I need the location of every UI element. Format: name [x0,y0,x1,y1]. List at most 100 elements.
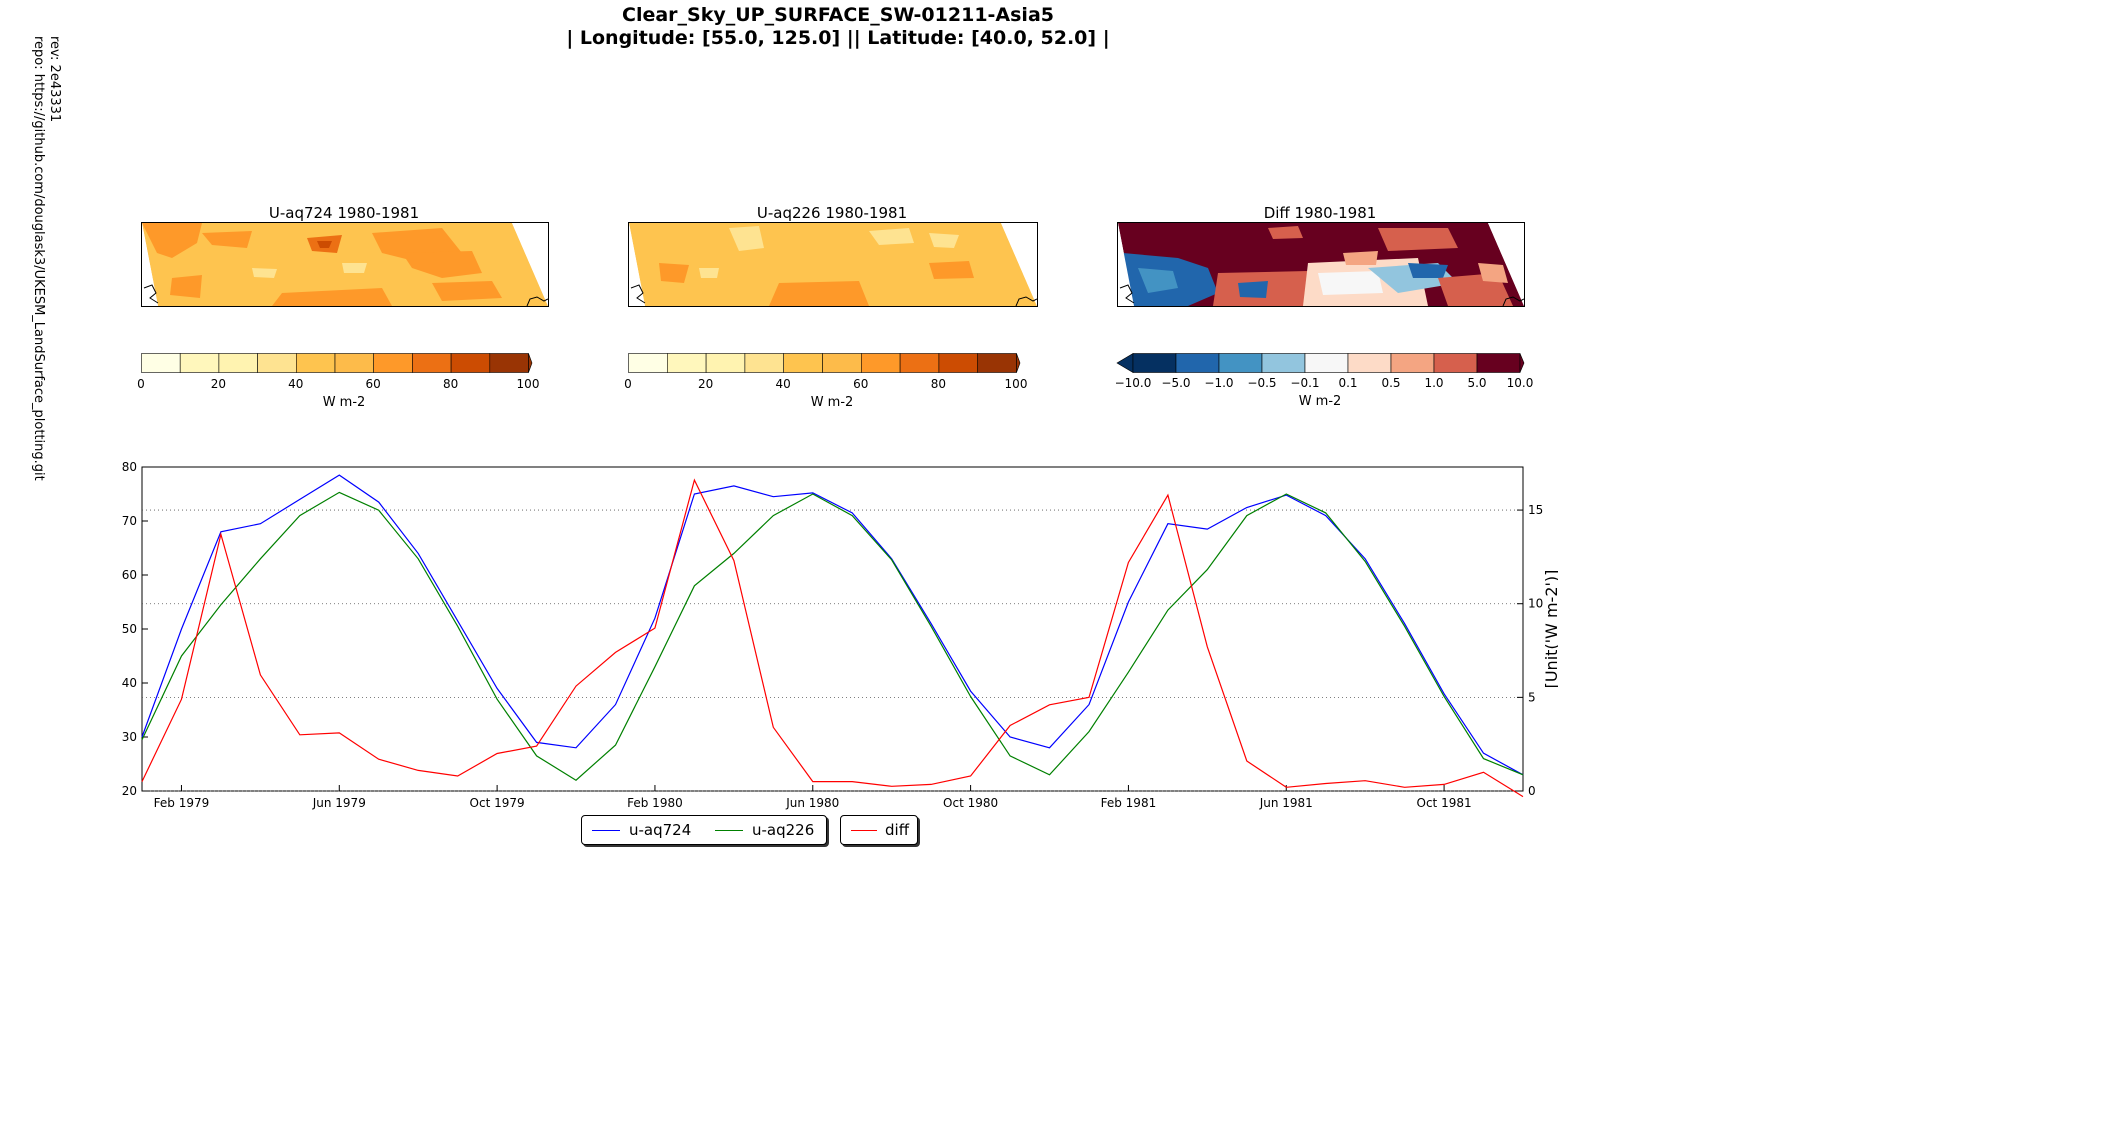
title-line-2: | Longitude: [55.0, 125.0] || Latitude: … [566,27,1110,49]
series-line-u-aq226 [141,491,1524,781]
map-panel-3 [1117,222,1525,307]
y-tick-label: 40 [122,676,137,690]
colorbar-tick-label: 1.0 [1424,376,1444,390]
map-1-field [142,223,548,306]
y2-axis-label: [Unit('W m-2')] [1542,570,1558,689]
plot-frame [141,466,1524,792]
x-tick-label: Feb 1981 [1101,796,1157,810]
legend-label-u-aq226: u-aq226 [752,821,815,839]
y2-tick-label: 10 [1528,597,1543,611]
colorbar-tick-label: −5.0 [1161,376,1191,390]
colorbar-tick-label: 10.0 [1506,376,1534,390]
y-tick-label: 20 [122,784,137,798]
colorbar-swatch [822,353,862,373]
map-title-3: Diff 1980-1981 [1263,204,1377,222]
legend-swatch-u-aq724 [592,830,620,831]
colorbar-swatch [628,353,668,373]
legend-label-u-aq724: u-aq724 [629,821,692,839]
colorbar-3-label: W m-2 [1298,394,1342,409]
colorbar-swatch [179,353,220,373]
colorbar-2 [628,353,1040,373]
colorbar-tick-label: 100 [516,377,540,391]
colorbar-swatch [1218,353,1263,373]
y2-tick-label: 0 [1528,784,1536,798]
colorbar-tick-label: 0 [137,377,145,391]
colorbar-swatch [1433,353,1478,373]
colorbar-tick-label: 60 [365,377,381,391]
colorbar-tick-label: 60 [853,377,869,391]
colorbar-extend-high-arrow [1519,353,1525,373]
x-tick-label: Oct 1981 [1417,796,1472,810]
legend-label-diff: diff [885,821,910,839]
colorbar-swatch [783,353,823,373]
colorbar-swatch [938,353,978,373]
colorbar-swatch [705,353,746,373]
y-tick-label: 80 [122,460,137,474]
colorbar-swatch [1390,353,1435,373]
colorbar-swatch [489,353,529,373]
colorbar-swatch [412,353,452,373]
colorbar-swatch [296,353,336,373]
colorbar-extend-arrow [1016,353,1021,373]
colorbar-swatch [1304,353,1349,373]
map-2-field [629,223,1037,306]
colorbar-tick-label: −10.0 [1114,376,1152,390]
colorbar-swatch [899,353,940,373]
colorbar-tick-label: −0.5 [1247,376,1277,390]
colorbar-swatch [1261,353,1306,373]
colorbar-swatch [257,353,297,373]
colorbar-tick-label: 80 [930,377,947,391]
title-line-1: Clear_Sky_UP_SURFACE_SW-01211-Asia5 [622,4,1054,26]
colorbar-1-swatches [141,353,533,373]
colorbar-tick-label: 20 [210,377,227,391]
x-tick-label: Oct 1980 [943,796,998,810]
colorbar-tick-label: 80 [442,377,459,391]
colorbar-tick-label: 0.1 [1338,376,1358,390]
map-panel-2 [628,222,1038,307]
colorbar-2-swatches [628,353,1021,373]
series-line-diff [141,478,1524,798]
y-tick-label: 50 [122,622,137,636]
y2-tick-label: 5 [1528,690,1536,704]
figure-title: Clear_Sky_UP_SURFACE_SW-01211-Asia5 | Lo… [0,4,1676,50]
x-tick-label: Jun 1980 [785,796,839,810]
rev-text: rev: 2e43331 [47,36,62,123]
colorbar-3 [1113,352,1527,374]
colorbar-swatch [977,353,1017,373]
colorbar-swatch [744,353,785,373]
map-title-1: U-aq724 1980-1981 [268,204,420,222]
colorbar-swatch [861,353,901,373]
colorbar-1 [141,353,551,373]
colorbar-swatch [334,353,375,373]
legend-right-axis: diff [840,815,918,845]
timeseries-chart: 20 30 40 50 60 70 80 0 5 10 15 [Unit('W m-2')] Feb 1… [122,460,1558,810]
x-tick-label: Feb 1980 [627,796,683,810]
map-panel-1 [141,222,549,307]
x-tick-label: Jun 1979 [312,796,366,810]
colorbar-3-swatches [1116,352,1525,374]
colorbar-tick-label: 40 [775,377,791,391]
colorbar-tick-label: 20 [697,377,714,391]
colorbar-swatch [218,353,258,373]
colorbar-tick-label: 0 [624,377,632,391]
map-title-2: U-aq226 1980-1981 [756,204,908,222]
colorbar-tick-label: 100 [1004,377,1028,391]
colorbar-1-label: W m-2 [322,395,366,410]
x-tick-label: Jun 1981 [1259,796,1313,810]
colorbar-swatch [373,353,413,373]
y-tick-label: 60 [122,568,137,582]
map-3-field [1118,223,1524,306]
colorbar-swatch [141,353,181,373]
colorbar-swatch [666,353,707,373]
colorbar-tick-label: −0.1 [1290,376,1320,390]
legend-left-axis: u-aq724 u-aq226 [581,815,827,845]
colorbar-swatch [1175,353,1220,373]
x-tick-label: Feb 1979 [154,796,210,810]
colorbar-swatch [1347,353,1392,373]
legend-swatch-u-aq226 [715,830,743,831]
colorbar-tick-label: 0.5 [1381,376,1401,390]
repo-text: repo: https://github.com/douglask3/UKESM… [31,36,46,481]
revision-note: rev: 2e43331 repo: https://github.com/do… [22,36,62,481]
colorbar-tick-label: −1.0 [1204,376,1234,390]
colorbar-tick-label: 5.0 [1467,376,1487,390]
